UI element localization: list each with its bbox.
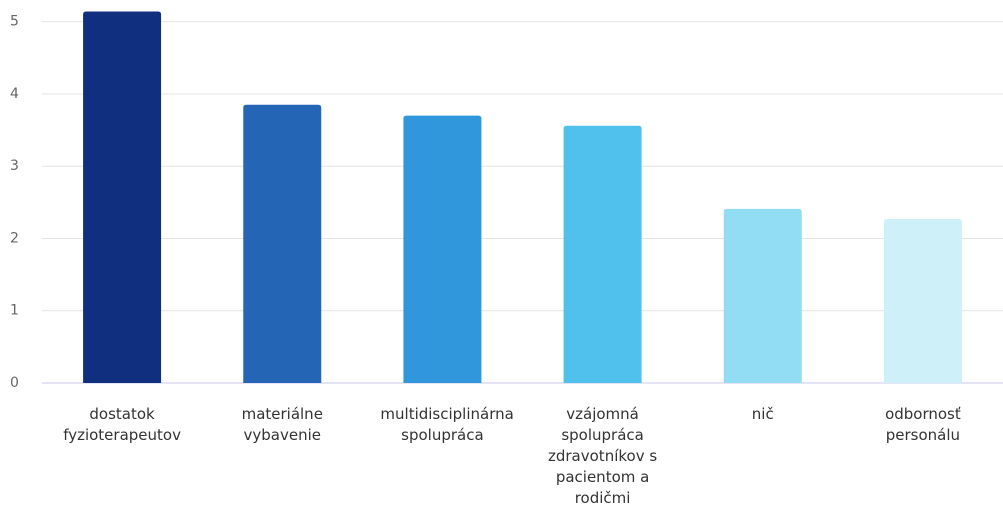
bar (883, 218, 962, 383)
bar (83, 11, 162, 384)
x-tick-label: dostatok fyzioterapeutov (63, 405, 181, 444)
y-tick-label: 3 (10, 158, 19, 174)
bar (243, 104, 322, 383)
y-tick-label: 5 (10, 14, 19, 30)
bar (563, 125, 642, 383)
x-tick-label: vzájomná spolupráca zdravotníkov s pacie… (548, 405, 658, 507)
y-tick-label: 1 (10, 303, 19, 319)
y-tick-label: 0 (10, 375, 19, 391)
x-tick-label: materiálne vybavenie (241, 405, 323, 444)
y-tick-label: 4 (10, 86, 19, 102)
x-tick-label: nič (751, 405, 774, 423)
bar (403, 115, 482, 383)
x-tick-label: odbornosť personálu (885, 405, 961, 444)
bar (723, 208, 802, 383)
x-tick-label: multidisciplinárna spolupráca (380, 405, 514, 444)
y-tick-label: 2 (10, 230, 19, 246)
